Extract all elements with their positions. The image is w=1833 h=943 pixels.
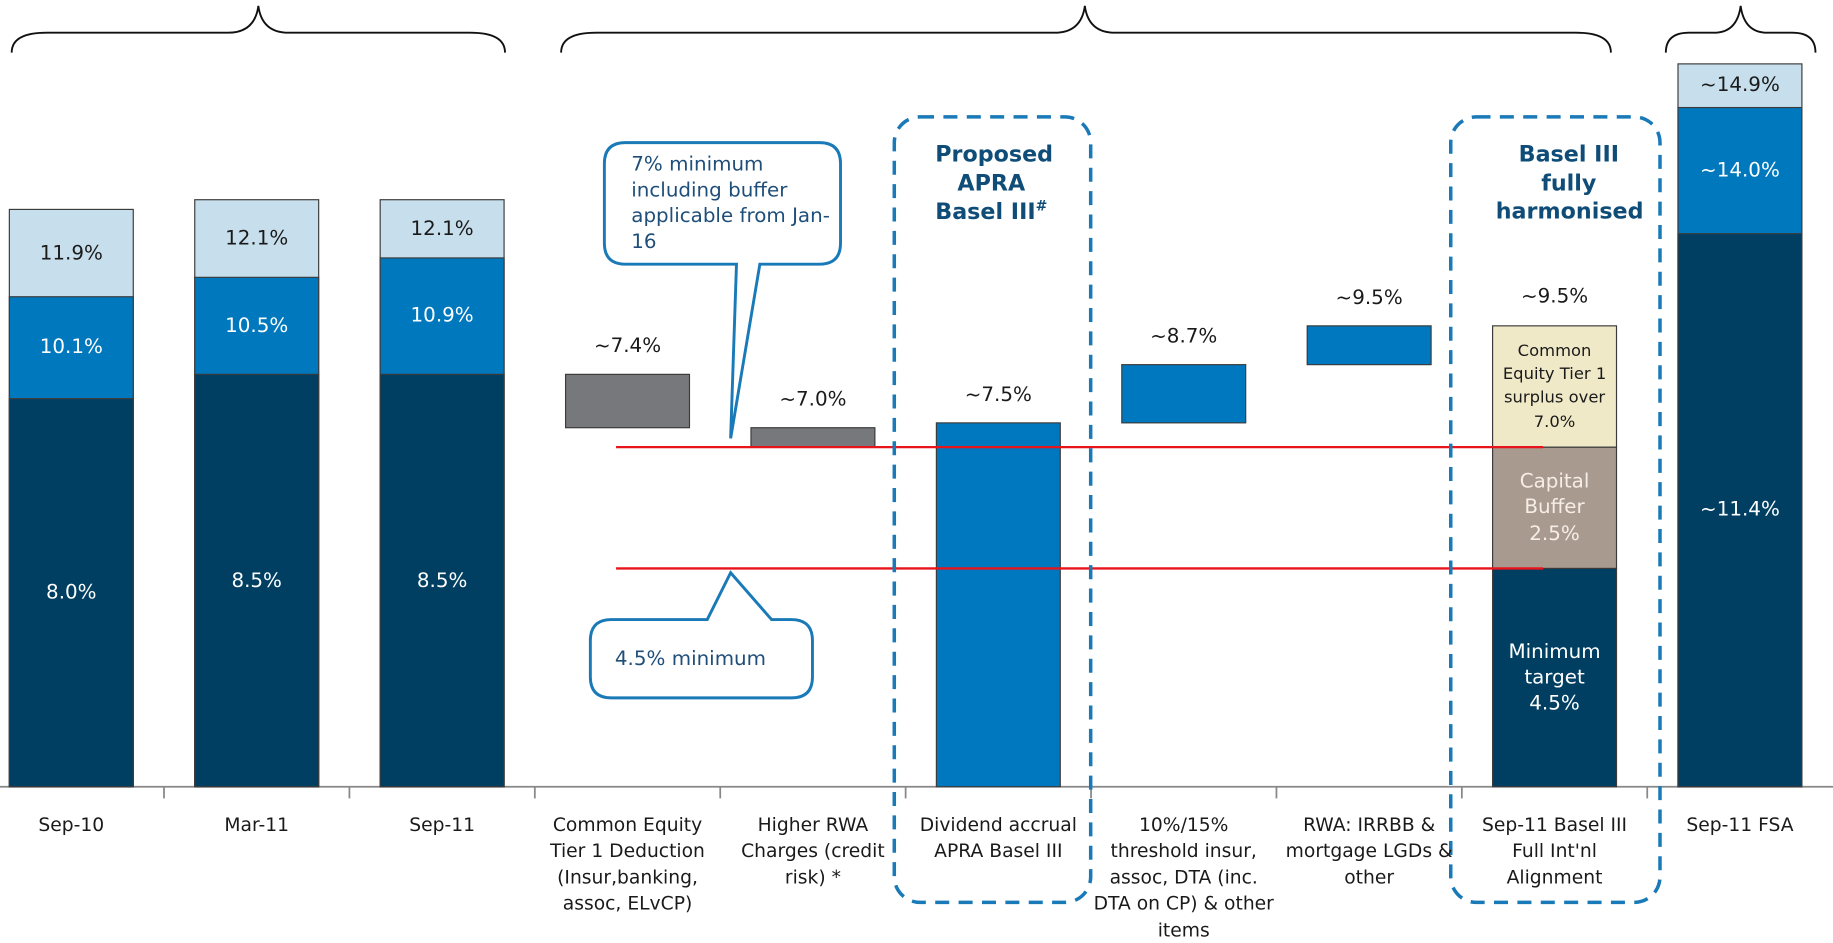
x-tick-label: Sep-11 FSA: [1686, 813, 1794, 836]
step-bar: [1306, 325, 1432, 366]
data-label: 11.9%: [39, 241, 103, 265]
x-tick-label: Common Equity Tier 1 Deduction (Insur,ba…: [550, 813, 705, 915]
data-label: 8.0%: [46, 580, 97, 605]
data-label: 10.9%: [410, 304, 474, 328]
dashed-box: [1448, 115, 1662, 905]
segment-label: Capital Buffer 2.5%: [1519, 470, 1590, 546]
callout-box: [602, 141, 842, 439]
braces: [10, 5, 1817, 53]
data-label: ~9.5%: [1520, 284, 1589, 309]
x-tick-label: Dividend accrual APRA Basel III: [919, 813, 1077, 862]
x-tick-label: RWA: IRRBB & mortgage LGDs & other: [1285, 813, 1453, 889]
x-tick-label: Mar-11: [224, 813, 290, 836]
stack-segment: [1492, 325, 1618, 448]
segment-label: Common Equity Tier 1 surplus over 7.0%: [1502, 341, 1607, 432]
data-label: 8.5%: [416, 568, 468, 593]
data-label: ~11.4%: [1700, 498, 1780, 522]
x-tick-label: Sep-10: [38, 813, 105, 836]
data-label: 8.5%: [231, 568, 282, 593]
bar: [379, 373, 505, 788]
dashed-boxes: [892, 115, 1662, 905]
data-label: 12.1%: [225, 226, 289, 251]
box-title: Proposed APRA Basel III#: [935, 140, 1053, 227]
callout-text: 4.5% minimum: [614, 647, 767, 671]
stack-segment: [1492, 567, 1618, 788]
x-tick-label: 10%/15% threshold insur, assoc, DTA (inc…: [1093, 813, 1274, 941]
x-tick-label: Sep-11 Basel III Full Int'nl Alignment: [1482, 813, 1628, 889]
brace: [10, 5, 506, 53]
data-label: ~7.4%: [593, 334, 662, 358]
data-label: ~8.7%: [1150, 324, 1218, 349]
data-label: ~9.5%: [1335, 286, 1403, 310]
box-title-text: Proposed APRA Basel III: [935, 141, 1054, 226]
bar: [8, 398, 134, 788]
box-title: Basel III fully harmonised: [1495, 141, 1644, 225]
bar: [194, 373, 320, 788]
data-label: 12.1%: [410, 217, 474, 241]
data-label: ~7.5%: [964, 383, 1032, 407]
data-label: ~14.9%: [1700, 73, 1780, 98]
box-title-mark: #: [1035, 197, 1048, 215]
dashed-box: [892, 115, 1093, 905]
brace: [1664, 5, 1817, 53]
x-tick-label: Sep-11: [409, 813, 476, 836]
x-tick-label: Higher RWA Charges (credit risk) *: [741, 813, 885, 889]
callout-shapes: [588, 141, 842, 700]
stack-segment: [1492, 446, 1618, 569]
callout-box: [588, 570, 814, 700]
brace: [560, 5, 1612, 53]
data-label: ~14.0%: [1700, 158, 1780, 183]
segment-label: Minimum target 4.5%: [1508, 639, 1601, 716]
step-bar: [935, 422, 1061, 788]
data-label: ~7.0%: [779, 387, 847, 412]
data-label: 10.1%: [39, 335, 103, 360]
bar: [1677, 233, 1803, 788]
callout-text: 7% minimum including buffer applicable f…: [631, 153, 830, 254]
step-bar: [564, 373, 691, 429]
step-bar: [750, 427, 876, 448]
step-bar: [1121, 364, 1247, 424]
data-label: 10.5%: [225, 314, 289, 338]
